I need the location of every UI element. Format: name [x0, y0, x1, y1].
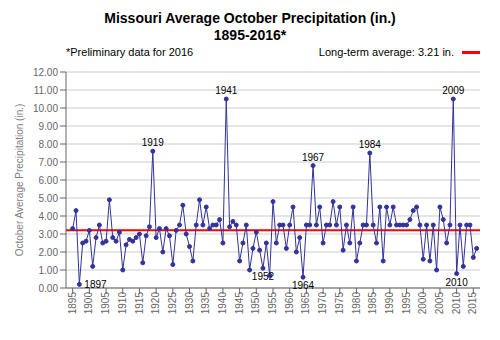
svg-text:1955: 1955: [267, 292, 278, 315]
svg-text:2009: 2009: [442, 85, 465, 96]
svg-text:2.00: 2.00: [39, 247, 59, 258]
svg-text:1952: 1952: [252, 271, 275, 282]
svg-text:2010: 2010: [451, 292, 462, 315]
svg-text:1919: 1919: [142, 137, 165, 148]
svg-text:2010: 2010: [446, 277, 469, 288]
svg-text:1990: 1990: [384, 292, 395, 315]
svg-text:1964: 1964: [292, 280, 315, 291]
svg-text:2005: 2005: [434, 292, 445, 315]
svg-text:1940: 1940: [217, 292, 228, 315]
svg-text:1897: 1897: [84, 279, 107, 290]
svg-text:1970: 1970: [317, 292, 328, 315]
svg-text:6.00: 6.00: [39, 175, 59, 186]
svg-text:0.00: 0.00: [39, 283, 59, 294]
svg-text:1.00: 1.00: [39, 265, 59, 276]
svg-text:1941: 1941: [215, 85, 238, 96]
svg-text:1895: 1895: [67, 292, 78, 315]
svg-text:1910: 1910: [117, 292, 128, 315]
svg-text:1985: 1985: [367, 292, 378, 315]
html-text:*Preliminary data for 2016: *Preliminary data for 2016: [66, 46, 194, 58]
svg-text:1905: 1905: [100, 292, 111, 315]
svg-text:1975: 1975: [334, 292, 345, 315]
svg-text:1995: 1995: [401, 292, 412, 315]
html-text:Missouri Average October Preci: Missouri Average October Precipitation (…: [104, 10, 396, 26]
svg-text:9.00: 9.00: [39, 121, 59, 132]
svg-text:8.00: 8.00: [39, 139, 59, 150]
svg-text:3.00: 3.00: [39, 229, 59, 240]
svg-text:1915: 1915: [134, 292, 145, 315]
svg-text:1950: 1950: [250, 292, 261, 315]
svg-text:11.00: 11.00: [34, 85, 59, 96]
svg-text:1960: 1960: [284, 292, 295, 315]
svg-text:1967: 1967: [302, 152, 325, 163]
svg-text:1965: 1965: [300, 292, 311, 315]
svg-text:1980: 1980: [351, 292, 362, 315]
html-text:Long-term average: 3.21 in.: Long-term average: 3.21 in.: [318, 46, 454, 58]
svg-text:2000: 2000: [417, 292, 428, 315]
svg-text:1920: 1920: [150, 292, 161, 315]
svg-text:1984: 1984: [359, 139, 382, 150]
svg-text:1930: 1930: [184, 292, 195, 315]
svg-text:1925: 1925: [167, 292, 178, 315]
svg-text:2015: 2015: [467, 292, 478, 315]
svg-text:1945: 1945: [234, 292, 245, 315]
svg-text:1935: 1935: [200, 292, 211, 315]
svg-text:1900: 1900: [83, 292, 94, 315]
html-text:1895-2016*: 1895-2016*: [213, 27, 287, 43]
svg-text:7.00: 7.00: [39, 157, 59, 168]
svg-text:10.00: 10.00: [33, 103, 58, 114]
svg-text:October Average Precipitation: October Average Precipitation (in.): [14, 104, 25, 257]
svg-text:5.00: 5.00: [39, 193, 59, 204]
svg-text:12.00: 12.00: [33, 67, 58, 78]
svg-text:4.00: 4.00: [39, 211, 59, 222]
